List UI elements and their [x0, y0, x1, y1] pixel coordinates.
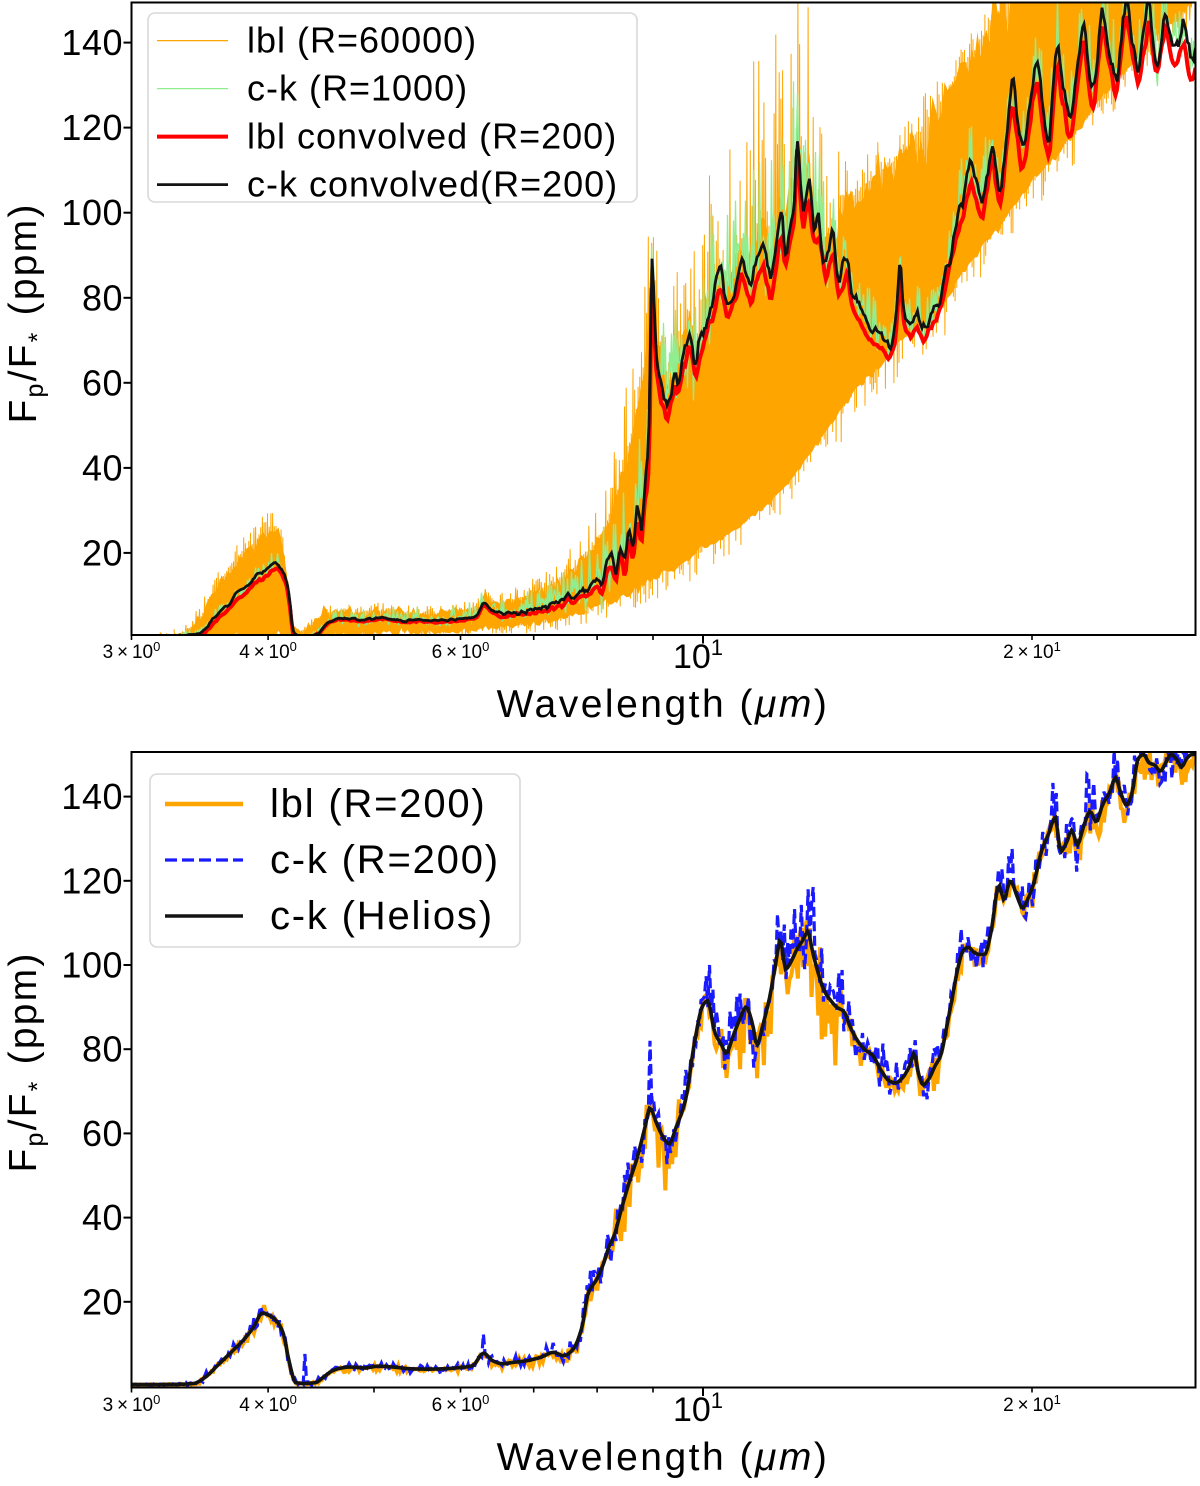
svg-text:40: 40 [82, 1197, 123, 1238]
svg-text:c-k (R=200): c-k (R=200) [270, 838, 500, 882]
svg-text:lbl convolved (R=200): lbl convolved (R=200) [247, 116, 617, 157]
svg-text:3 × 100: 3 × 100 [103, 639, 161, 663]
svg-text:3 × 100: 3 × 100 [103, 1392, 161, 1416]
svg-text:80: 80 [82, 277, 123, 318]
svg-text:140: 140 [61, 22, 123, 63]
svg-text:20: 20 [82, 1281, 123, 1322]
svg-text:100: 100 [61, 945, 123, 986]
svg-text:60: 60 [82, 362, 123, 403]
svg-text:Wavelength (μm): Wavelength (μm) [497, 683, 830, 726]
svg-text:2 × 101: 2 × 101 [1003, 1392, 1061, 1416]
svg-text:4 × 100: 4 × 100 [239, 639, 297, 663]
svg-text:c-k (Helios): c-k (Helios) [270, 894, 494, 938]
svg-text:140: 140 [61, 776, 123, 817]
svg-text:60: 60 [82, 1113, 123, 1154]
svg-text:Wavelength (μm): Wavelength (μm) [497, 1436, 830, 1479]
svg-text:lbl (R=200): lbl (R=200) [270, 782, 487, 826]
svg-text:40: 40 [82, 447, 123, 488]
svg-text:120: 120 [61, 107, 123, 148]
svg-text:101: 101 [673, 1388, 723, 1429]
svg-text:2 × 101: 2 × 101 [1003, 639, 1061, 663]
svg-text:4 × 100: 4 × 100 [239, 1392, 297, 1416]
svg-text:6 × 100: 6 × 100 [432, 1392, 490, 1416]
svg-text:lbl (R=60000): lbl (R=60000) [247, 20, 477, 61]
svg-text:80: 80 [82, 1029, 123, 1070]
svg-text:20: 20 [82, 532, 123, 573]
svg-text:c-k (R=1000): c-k (R=1000) [247, 68, 468, 109]
svg-text:120: 120 [61, 860, 123, 901]
svg-text:6 × 100: 6 × 100 [432, 639, 490, 663]
svg-text:100: 100 [61, 192, 123, 233]
svg-text:c-k convolved(R=200): c-k convolved(R=200) [247, 164, 618, 205]
